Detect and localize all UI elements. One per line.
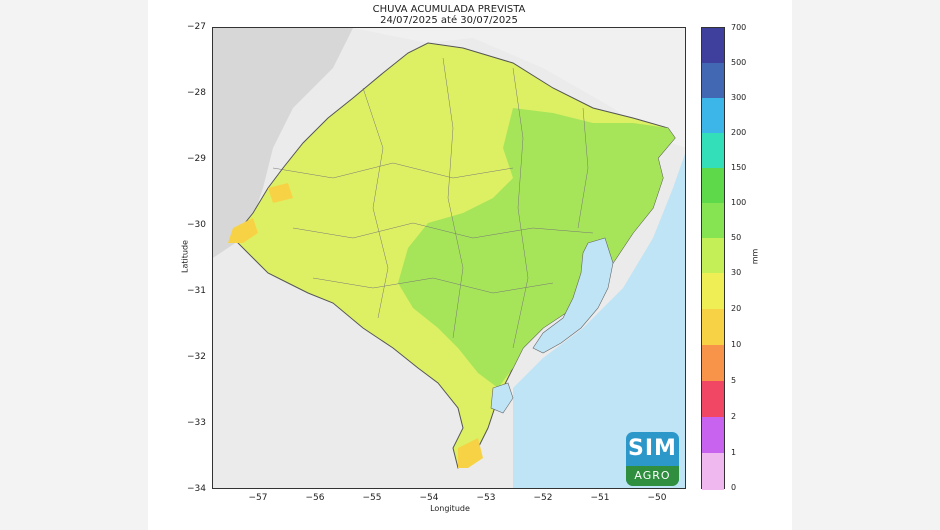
y-tick: −31	[187, 286, 206, 296]
colorbar-label: 100	[731, 198, 747, 207]
x-tick: −54	[419, 493, 439, 503]
x-tick: −56	[305, 493, 325, 503]
colorbar	[701, 27, 725, 490]
rain-patch-southwest	[268, 183, 293, 203]
colorbar-label: 1	[731, 448, 737, 457]
y-tick: −32	[187, 352, 206, 362]
colorbar-label: 10	[731, 340, 742, 349]
colorbar-label: 300	[731, 93, 747, 102]
colorbar-segment	[702, 273, 724, 309]
uruguay-land	[213, 238, 473, 488]
y-tick: −28	[187, 88, 206, 98]
colorbar-label: 700	[731, 23, 747, 32]
colorbar-label: 20	[731, 304, 742, 313]
rain-patch-west	[228, 218, 258, 243]
colorbar-segment	[702, 28, 724, 63]
municipal-borders	[272, 57, 594, 349]
x-tick: −55	[362, 493, 382, 503]
colorbar-unit: mm	[750, 248, 760, 265]
colorbar-segment	[702, 309, 724, 345]
colorbar-label: 200	[731, 128, 747, 137]
x-tick: −52	[533, 493, 553, 503]
colorbar-segment	[702, 381, 724, 417]
colorbar-segment	[702, 345, 724, 381]
colorbar-segment	[702, 238, 724, 273]
rainfall-map-svg	[213, 28, 685, 488]
y-tick: −33	[187, 418, 206, 428]
sim-agro-logo-bottom: AGRO	[626, 466, 679, 486]
left-margin	[0, 0, 148, 530]
colorbar-label: 500	[731, 58, 747, 67]
colorbar-label: 50	[731, 233, 742, 242]
colorbar-segment	[702, 98, 724, 133]
argentina-land	[213, 28, 353, 258]
y-tick: −29	[187, 154, 206, 164]
x-tick: −50	[647, 493, 667, 503]
santa-catarina-land	[353, 28, 685, 148]
right-margin	[792, 0, 940, 530]
rs-green-zone	[398, 108, 675, 388]
x-tick: −57	[248, 493, 268, 503]
colorbar-segment	[702, 203, 724, 238]
y-tick: −34	[187, 484, 206, 494]
rainfall-map	[212, 27, 686, 489]
y-axis-label: Latitude	[180, 240, 190, 273]
ocean	[513, 153, 685, 488]
rain-patch-south	[458, 438, 483, 468]
colorbar-label: 2	[731, 412, 737, 421]
colorbar-segment	[702, 417, 724, 453]
x-tick: −51	[590, 493, 610, 503]
x-tick: −53	[476, 493, 496, 503]
y-tick: −30	[187, 220, 206, 230]
colorbar-label: 30	[731, 268, 742, 277]
map-date-range: 24/07/2025 até 30/07/2025	[380, 15, 518, 26]
x-axis-label: Longitude	[430, 504, 470, 513]
sim-agro-logo-top: SIM	[628, 436, 677, 461]
colorbar-segment	[702, 453, 724, 490]
colorbar-segment	[702, 168, 724, 203]
colorbar-label: 5	[731, 376, 737, 385]
map-title: CHUVA ACUMULADA PREVISTA	[372, 4, 526, 15]
colorbar-label: 0	[731, 483, 737, 492]
sim-agro-logo: SIM AGRO	[626, 432, 679, 486]
y-tick: −27	[187, 22, 206, 32]
colorbar-label: 150	[731, 163, 747, 172]
colorbar-segment	[702, 133, 724, 168]
colorbar-segment	[702, 63, 724, 98]
lagoa-dos-patos	[532, 237, 614, 354]
lagoa-mirim	[490, 382, 514, 414]
